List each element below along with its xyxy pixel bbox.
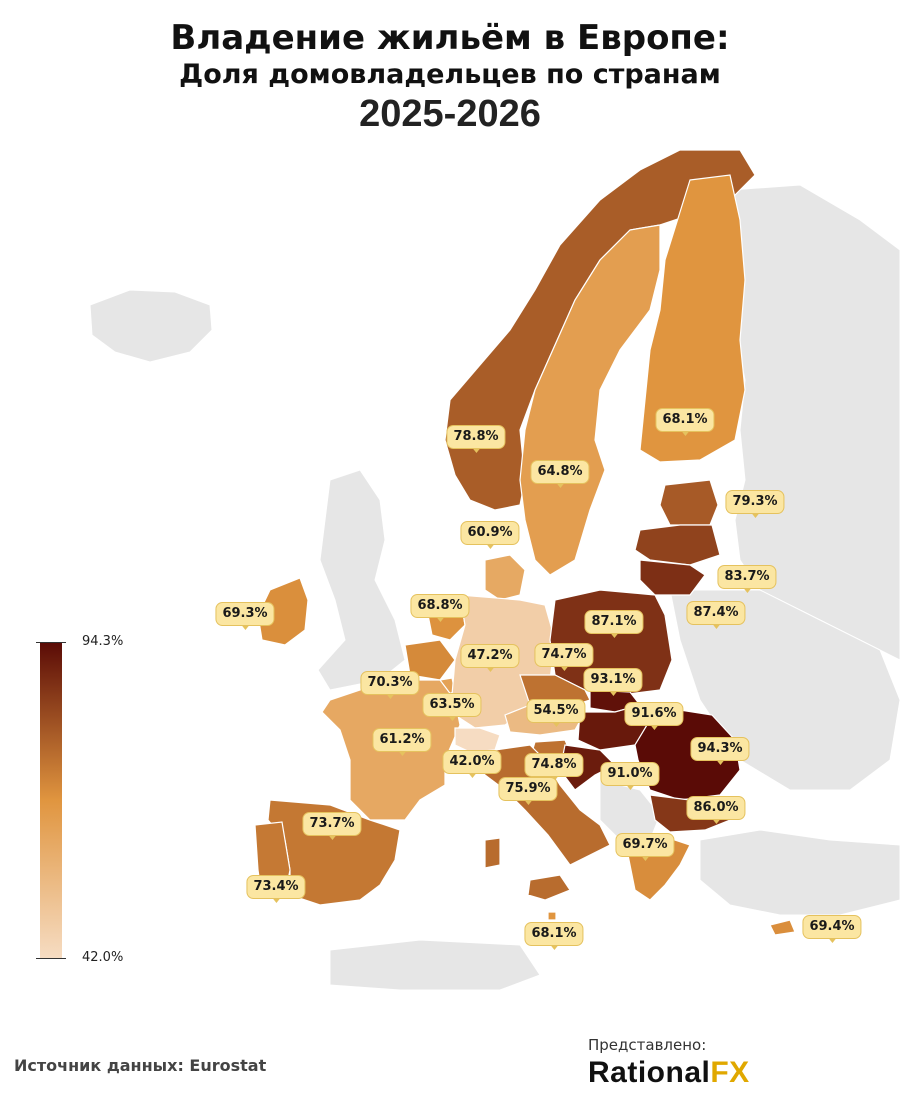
country-belgium xyxy=(404,639,456,681)
north-africa-region xyxy=(329,939,541,991)
data-source: Источник данных: Eurostat xyxy=(14,1056,267,1075)
label-austria: 54.5% xyxy=(526,699,586,727)
label-portugal: 73.4% xyxy=(246,875,306,903)
label-bulgaria: 86.0% xyxy=(686,796,746,824)
country-estonia xyxy=(659,479,719,526)
label-lithuania: 87.4% xyxy=(686,601,746,629)
iceland xyxy=(89,289,213,363)
country-cyprus xyxy=(769,919,796,936)
label-greece: 69.7% xyxy=(615,833,675,861)
label-estonia: 79.3% xyxy=(725,490,785,518)
country-switzerland xyxy=(454,727,501,753)
presented-by: Представлено: xyxy=(588,1036,707,1054)
label-croatia: 91.0% xyxy=(600,762,660,790)
label-latvia: 83.7% xyxy=(717,565,777,593)
label-sweden: 64.8% xyxy=(530,460,590,488)
country-sweden xyxy=(519,224,661,576)
label-cyprus: 69.4% xyxy=(802,915,862,943)
turkey-region xyxy=(699,829,900,916)
label-hungary: 91.6% xyxy=(624,702,684,730)
label-poland: 87.1% xyxy=(584,610,644,638)
brand-logo: RationalFX xyxy=(588,1056,750,1090)
label-slovenia: 74.8% xyxy=(524,753,584,781)
page-subtitle: Доля домовладельцев по странам xyxy=(179,59,721,90)
great-britain xyxy=(317,469,406,691)
country-lithuania xyxy=(639,559,706,596)
label-malta: 68.1% xyxy=(524,922,584,950)
label-norway: 78.8% xyxy=(446,425,506,453)
label-italy: 75.9% xyxy=(498,777,558,805)
label-france: 61.2% xyxy=(372,728,432,756)
legend-gradient-bar xyxy=(40,642,62,958)
country-denmark xyxy=(484,554,526,601)
label-romania: 94.3% xyxy=(690,737,750,765)
label-netherlands: 68.8% xyxy=(410,594,470,622)
label-czechia: 74.7% xyxy=(534,643,594,671)
label-switzerland: 42.0% xyxy=(442,750,502,778)
label-ireland: 69.3% xyxy=(215,602,275,630)
label-luxembourg: 63.5% xyxy=(422,693,482,721)
label-spain: 73.7% xyxy=(302,812,362,840)
label-finland: 68.1% xyxy=(655,408,715,436)
title-block: Владение жильём в Европе: Доля домовладе… xyxy=(0,18,900,136)
brand-accent: FX xyxy=(710,1056,750,1089)
period-label: 2025-2026 xyxy=(359,93,541,135)
label-germany: 47.2% xyxy=(460,644,520,672)
legend-max-label: 94.3% xyxy=(82,634,124,649)
brand-main: Rational xyxy=(588,1056,711,1089)
label-slovakia: 93.1% xyxy=(583,668,643,696)
label-denmark: 60.9% xyxy=(460,521,520,549)
country-latvia xyxy=(634,524,721,566)
legend-max-tick xyxy=(36,642,66,643)
country-finland xyxy=(639,174,746,463)
page-title: Владение жильём в Европе: xyxy=(170,18,730,58)
label-belgium: 70.3% xyxy=(360,671,420,699)
country-malta xyxy=(547,911,557,921)
legend-min-tick xyxy=(36,958,66,959)
legend-min-label: 42.0% xyxy=(82,950,124,965)
